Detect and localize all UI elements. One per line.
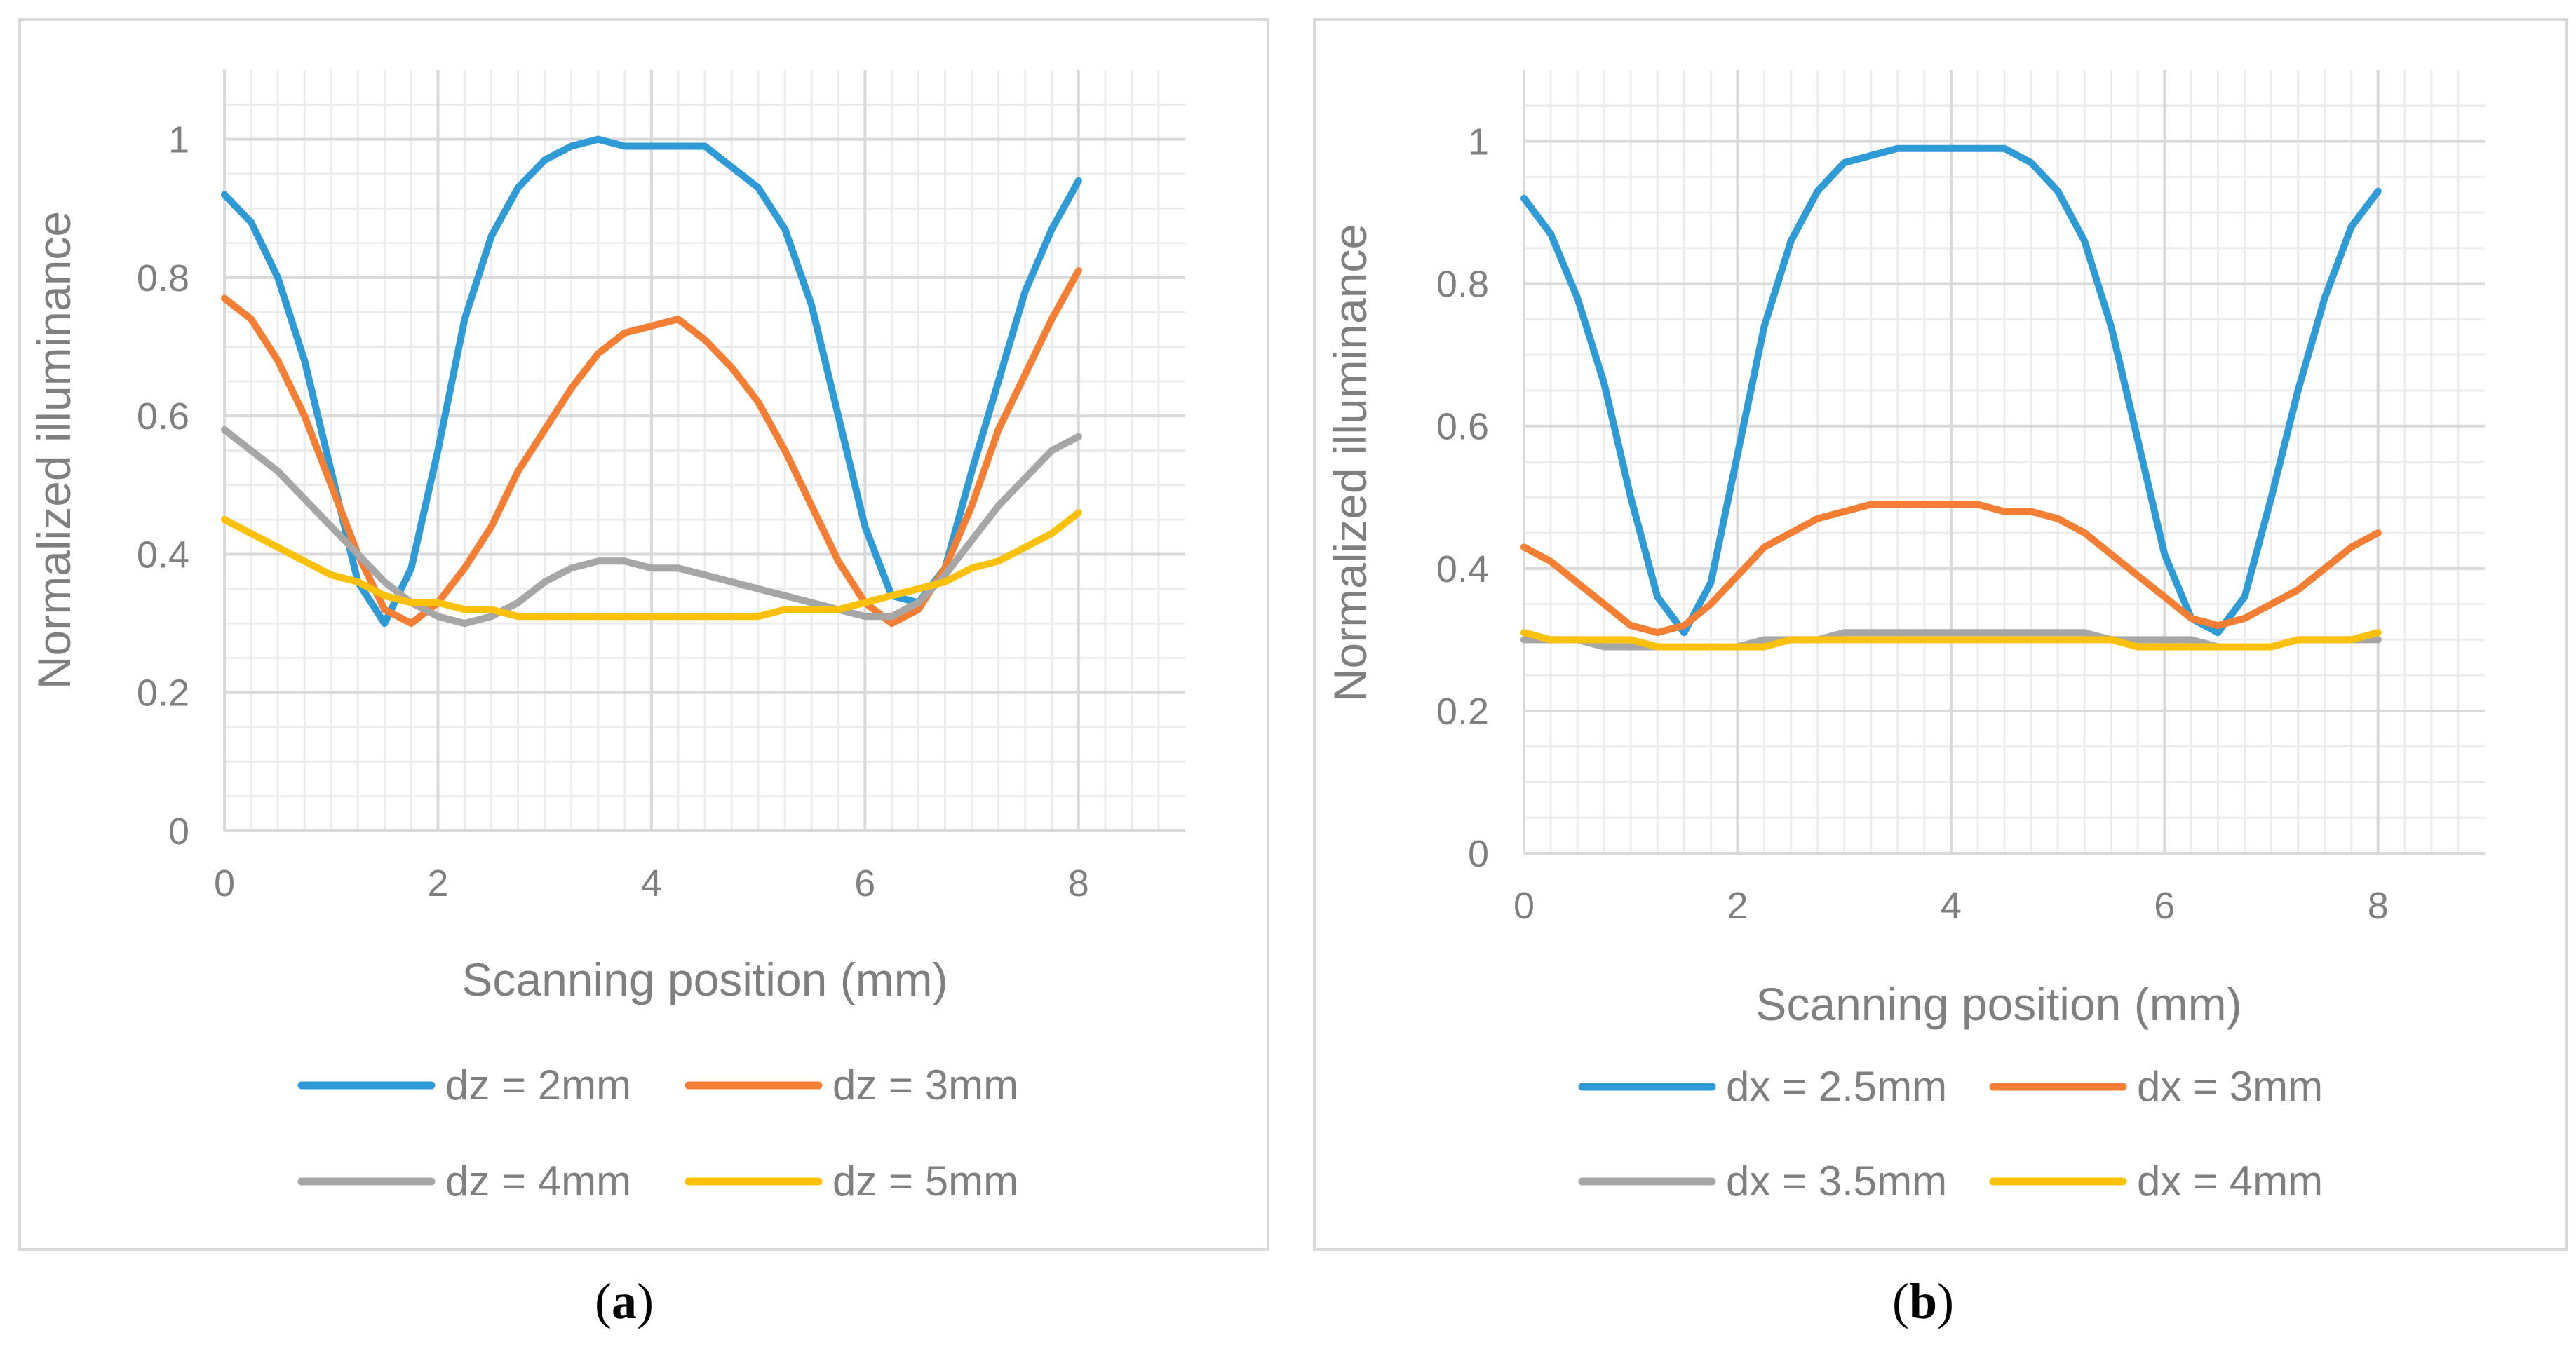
minor-gridlines <box>1524 70 2485 853</box>
caption-a-close: ) <box>636 1273 654 1329</box>
legend-label-4: dx = 4mm <box>2137 1158 2323 1205</box>
x-tick-label: 8 <box>1068 862 1089 904</box>
y-axis-title: Normalized illuminance <box>28 211 80 689</box>
legend-label-2: dx = 3mm <box>2137 1063 2323 1110</box>
y-tick-label: 0.4 <box>1436 548 1489 590</box>
chart-panel-b: 0 0.2 0.4 0.6 0.8 1 0 2 4 6 8 Normalized illuminanc… <box>1313 18 2568 1251</box>
legend-label-2: dz = 3mm <box>832 1062 1018 1108</box>
x-tick-label: 6 <box>854 862 875 904</box>
y-tick-label: 0.8 <box>137 257 189 299</box>
y-tick-label: 0.2 <box>1436 691 1489 733</box>
caption-a-open: ( <box>595 1273 612 1329</box>
caption-b-close: ) <box>1937 1273 1955 1329</box>
legend-label-4: dz = 5mm <box>832 1158 1018 1205</box>
chart-panel-a: 0 0.2 0.4 0.6 0.8 1 0 2 4 6 8 Normalized illuminanc… <box>18 18 1269 1251</box>
x-axis-title: Scanning position (mm) <box>1755 978 2241 1030</box>
x-tick-label: 4 <box>641 862 662 904</box>
legend-label-3: dz = 4mm <box>445 1158 631 1205</box>
x-tick-label: 8 <box>2368 885 2389 927</box>
x-tick-label: 4 <box>1941 885 1962 927</box>
major-gridlines <box>224 70 1185 831</box>
series-line-4 <box>1520 629 2382 651</box>
y-tick-label: 0 <box>168 811 189 853</box>
caption-b: (b) <box>1892 1273 1954 1331</box>
y-tick-label: 0.6 <box>1436 406 1489 448</box>
x-tick-label: 2 <box>427 862 448 904</box>
y-tick-label: 0 <box>1468 833 1489 875</box>
x-axis-title: Scanning position (mm) <box>461 954 948 1005</box>
series-line-4 <box>221 509 1082 621</box>
legend-label-1: dz = 2mm <box>445 1062 631 1108</box>
y-tick-label: 0.8 <box>1436 264 1489 306</box>
y-tick-label: 0.2 <box>137 672 189 714</box>
caption-a-letter: a <box>611 1273 637 1329</box>
chart-frame <box>18 18 1269 1251</box>
minor-gridlines <box>224 70 1185 831</box>
x-tick-label: 0 <box>1513 885 1535 927</box>
y-tick-label: 0.4 <box>137 534 189 576</box>
x-tick-label: 0 <box>214 862 235 904</box>
series-line-2 <box>1520 501 2382 637</box>
y-tick-label: 1 <box>1468 121 1489 163</box>
x-tick-label: 6 <box>2154 885 2175 927</box>
y-axis-title: Normalized illuminance <box>1324 224 1376 702</box>
x-tick-label: 2 <box>1727 885 1748 927</box>
legend-label-3: dx = 3.5mm <box>1726 1158 1947 1205</box>
legend-label-1: dx = 2.5mm <box>1726 1063 1947 1110</box>
y-tick-label: 0.6 <box>137 395 189 438</box>
caption-b-open: ( <box>1892 1273 1909 1329</box>
series-line-1 <box>1520 144 2382 637</box>
caption-b-letter: b <box>1908 1273 1938 1329</box>
y-tick-label: 1 <box>168 119 189 161</box>
caption-a: (a) <box>595 1273 654 1331</box>
